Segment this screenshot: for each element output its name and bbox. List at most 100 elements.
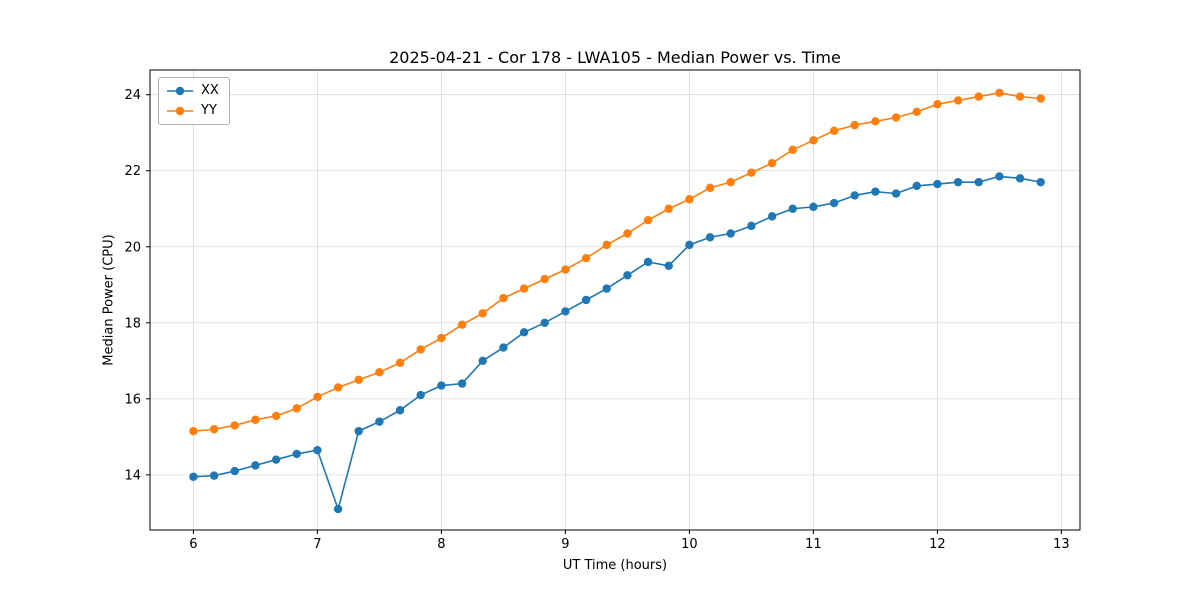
data-point-YY (974, 92, 983, 101)
data-point-XX (767, 212, 777, 221)
data-point-XX (540, 318, 549, 328)
legend: XX YY (158, 77, 230, 125)
data-point-XX (519, 328, 529, 337)
data-point-YY (933, 100, 942, 109)
data-point-XX (602, 284, 611, 293)
legend-entry-YY: YY (166, 103, 219, 119)
legend-entry-XX: XX (166, 83, 219, 99)
x-tick-label: 13 (1053, 537, 1070, 552)
data-point-YY (850, 120, 859, 130)
data-point-XX (705, 233, 715, 242)
data-point-XX (726, 229, 735, 238)
data-point-XX (354, 426, 363, 436)
data-point-XX (457, 379, 467, 388)
data-point-YY (705, 183, 715, 193)
data-point-XX (561, 307, 570, 316)
legend-swatch-icon (167, 106, 193, 116)
data-point-YY (519, 284, 529, 293)
data-point-XX (209, 471, 219, 480)
data-point-YY (747, 168, 756, 177)
data-point-YY (643, 215, 653, 225)
x-tick-label: 8 (437, 537, 445, 552)
data-point-YY (251, 415, 260, 424)
data-point-YY (437, 333, 446, 343)
data-point-YY (664, 204, 673, 213)
data-point-XX (871, 187, 880, 196)
data-point-YY (395, 358, 405, 367)
data-point-XX (313, 445, 322, 455)
data-point-XX (395, 406, 405, 415)
data-point-YY (623, 229, 632, 238)
data-point-YY (540, 274, 549, 284)
data-point-YY (602, 240, 611, 250)
data-point-YY (829, 126, 839, 136)
y-tick-label: 14 (124, 468, 141, 483)
data-point-XX (478, 356, 487, 366)
data-point-YY (871, 117, 880, 126)
data-point-YY (271, 411, 281, 421)
y-tick-label: 18 (124, 316, 141, 331)
data-point-YY (685, 195, 694, 204)
data-point-XX (995, 172, 1004, 181)
data-point-XX (788, 204, 797, 213)
data-point-YY (375, 368, 384, 377)
data-point-XX (809, 202, 818, 212)
data-point-XX (623, 271, 632, 280)
data-point-YY (809, 136, 818, 145)
x-tick-label: 7 (313, 537, 321, 552)
data-point-XX (499, 343, 508, 352)
data-point-YY (953, 96, 963, 105)
data-point-XX (1036, 177, 1045, 187)
data-point-XX (333, 504, 343, 514)
data-point-YY (333, 383, 343, 392)
data-point-YY (561, 265, 570, 274)
data-point-YY (230, 421, 239, 430)
data-point-XX (850, 191, 859, 200)
data-point-YY (1015, 92, 1025, 101)
x-tick-label: 11 (805, 537, 822, 552)
chart-title: 2025-04-21 - Cor 178 - LWA105 - Median P… (389, 48, 841, 67)
data-point-YY (292, 404, 301, 413)
data-point-YY (891, 113, 901, 122)
data-point-XX (643, 257, 653, 267)
x-tick-label: 6 (189, 537, 197, 552)
data-point-XX (189, 472, 198, 481)
y-tick-label: 16 (124, 392, 141, 407)
data-point-XX (292, 449, 301, 459)
data-point-YY (995, 88, 1004, 98)
legend-label: YY (201, 103, 217, 118)
legend-label: XX (201, 83, 219, 98)
data-point-XX (271, 455, 281, 464)
data-point-XX (1015, 174, 1025, 183)
data-point-XX (251, 461, 260, 470)
data-point-YY (478, 309, 487, 318)
data-point-YY (767, 158, 777, 168)
data-point-XX (685, 240, 694, 250)
data-point-YY (313, 392, 322, 402)
data-point-XX (437, 381, 446, 390)
data-point-YY (189, 426, 198, 436)
data-point-YY (726, 177, 735, 187)
data-point-YY (457, 320, 467, 329)
x-tick-label: 12 (929, 537, 946, 552)
data-point-XX (747, 221, 756, 231)
data-point-XX (829, 198, 839, 208)
data-point-YY (1036, 94, 1045, 103)
series-line-YY (193, 92, 1041, 432)
data-point-XX (375, 417, 384, 426)
axes-box (149, 69, 1081, 531)
legend-swatch-icon (167, 86, 193, 96)
data-point-XX (953, 177, 963, 187)
data-point-XX (416, 390, 425, 400)
data-point-XX (974, 177, 983, 187)
y-tick-label: 22 (124, 164, 141, 179)
x-tick-label: 10 (681, 537, 698, 552)
data-point-XX (230, 466, 239, 476)
data-point-YY (912, 107, 921, 117)
data-point-XX (891, 189, 901, 198)
data-point-XX (933, 179, 942, 189)
series-line-XX (193, 175, 1041, 510)
x-axis-label: UT Time (hours) (562, 558, 668, 573)
